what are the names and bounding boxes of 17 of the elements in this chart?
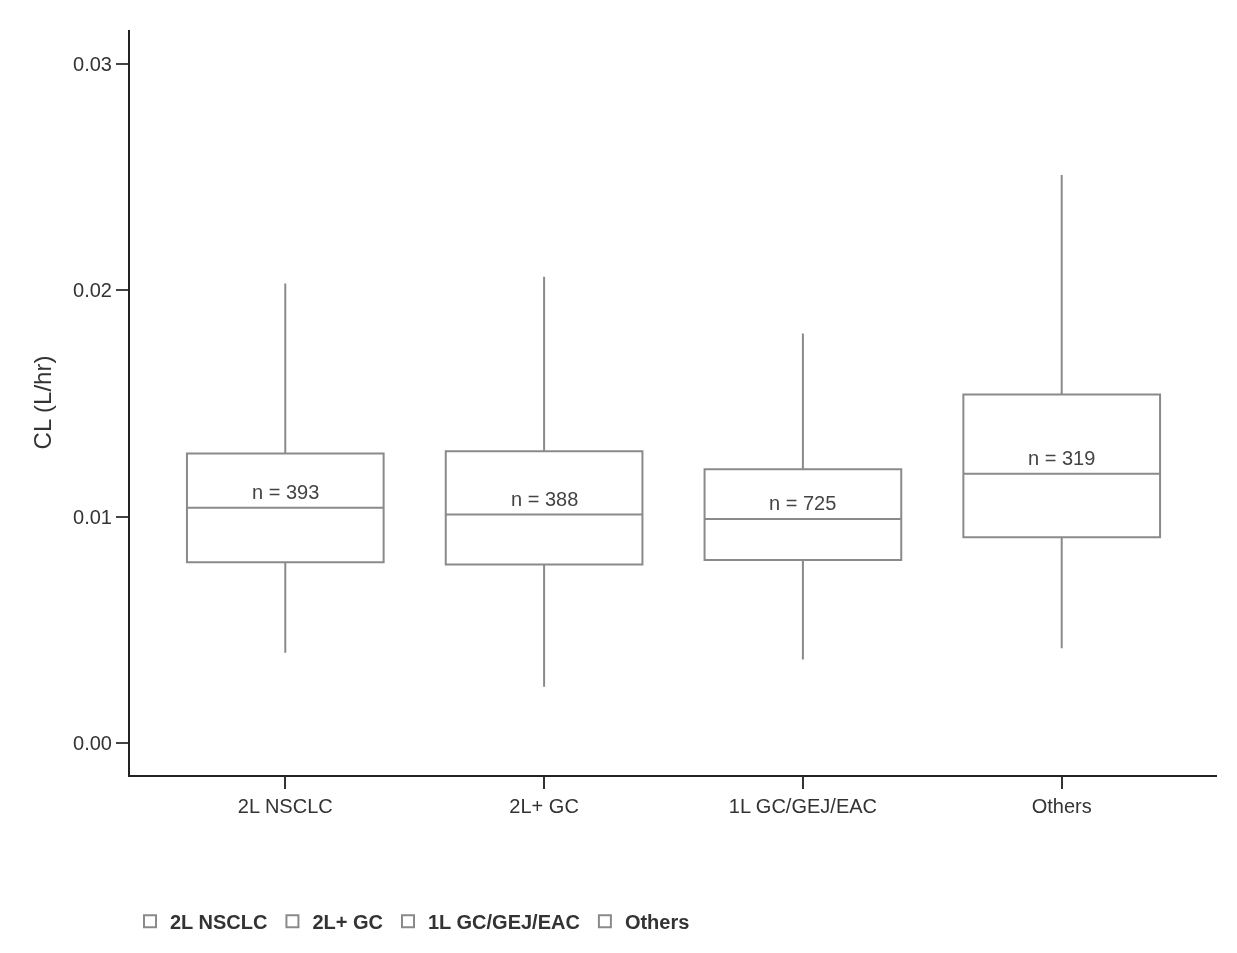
legend-label: 2L NSCLC — [170, 910, 268, 933]
legend-label: 1L GC/GEJ/EAC — [428, 910, 580, 933]
x-tick-label: 2L+ GC — [509, 795, 579, 817]
legend-label: Others — [624, 910, 690, 933]
x-tick-label: 1L GC/GEJ/EAC — [728, 795, 877, 817]
y-tick-label: 0.01 — [73, 505, 112, 528]
y-tick-label: 0.03 — [73, 52, 112, 75]
annotation: n = 725 — [769, 492, 837, 514]
x-tick-label: 2L NSCLC — [237, 795, 333, 817]
y-axis-title: CL (L/hr) — [28, 355, 56, 450]
annotation: n = 393 — [252, 481, 320, 503]
y-tick-label: 0.02 — [73, 279, 112, 302]
y-tick-label: 0.00 — [73, 732, 112, 755]
x-tick-label: Others — [1031, 795, 1092, 817]
legend-label: 2L+ GC — [312, 910, 383, 933]
annotation: n = 388 — [511, 488, 579, 510]
annotation: n = 319 — [1028, 447, 1096, 469]
